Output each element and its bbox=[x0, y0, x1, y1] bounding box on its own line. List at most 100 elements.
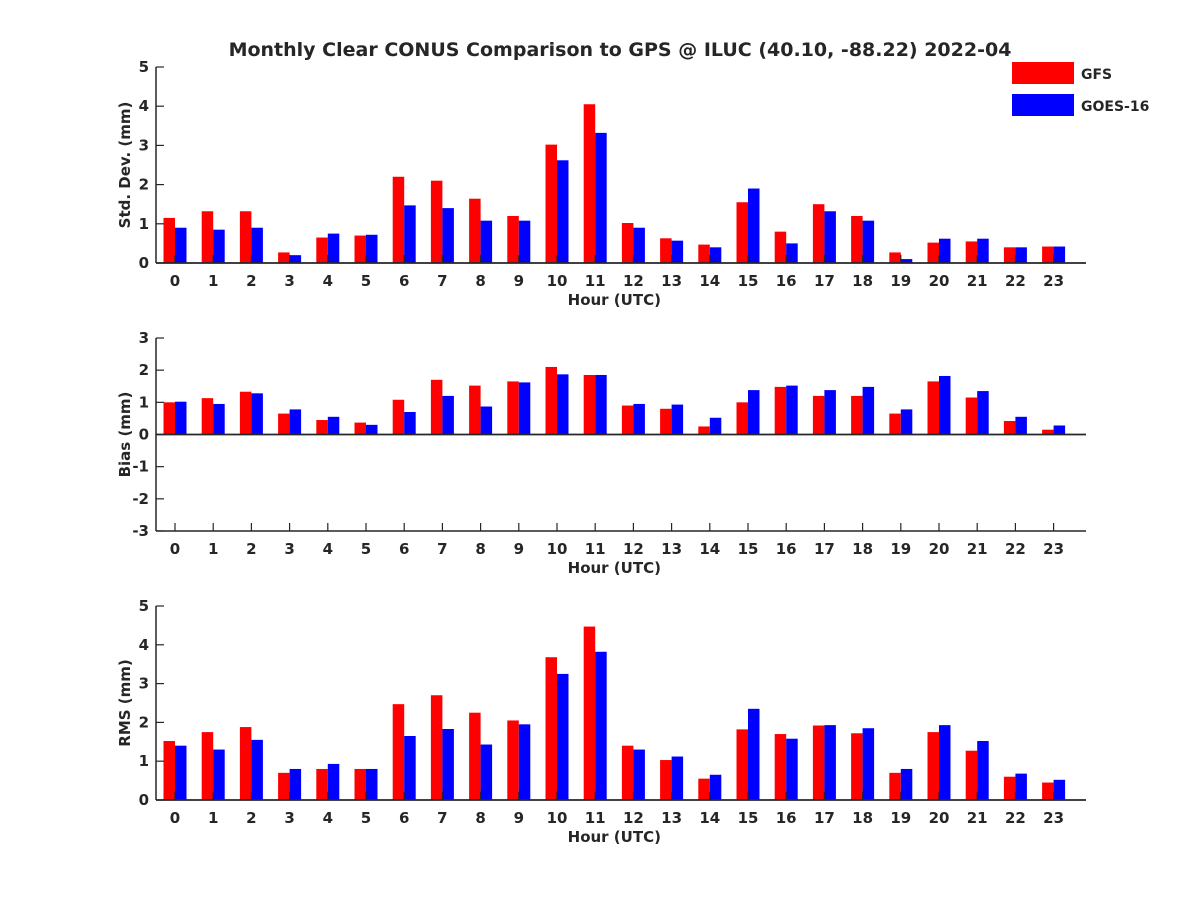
bar-goes16-hour-6 bbox=[404, 411, 416, 435]
bar-gfs-hour-1 bbox=[201, 211, 214, 263]
bar-gfs-hour-0 bbox=[163, 741, 175, 800]
bar-gfs-hour-4 bbox=[316, 237, 328, 263]
x-tick-label: 19 bbox=[890, 540, 911, 558]
bar-goes16-hour-15 bbox=[748, 390, 760, 435]
bar-goes16-hour-2 bbox=[251, 227, 263, 263]
bar-gfs-hour-12 bbox=[621, 223, 634, 263]
bar-gfs-hour-13 bbox=[660, 760, 672, 800]
x-tick-label: 15 bbox=[738, 272, 759, 290]
y-tick-label: 4 bbox=[139, 97, 149, 115]
bar-gfs-hour-3 bbox=[278, 413, 290, 435]
x-tick-label: 20 bbox=[929, 540, 950, 558]
bar-goes16-hour-0 bbox=[175, 227, 187, 263]
x-tick-label: 12 bbox=[623, 540, 644, 558]
bar-goes16-hour-20 bbox=[939, 238, 951, 263]
bar-gfs-hour-3 bbox=[278, 252, 290, 263]
x-tick-label: 13 bbox=[661, 540, 682, 558]
x-tick-label: 6 bbox=[399, 809, 409, 827]
bar-gfs-hour-6 bbox=[392, 704, 405, 800]
bar-goes16-hour-4 bbox=[327, 763, 340, 800]
bar-goes16-hour-8 bbox=[480, 744, 493, 800]
bar-gfs-hour-9 bbox=[507, 215, 519, 263]
bar-gfs-hour-7 bbox=[430, 695, 443, 800]
y-tick-label: 0 bbox=[139, 791, 149, 809]
legend-label-goes16: GOES-16 bbox=[1081, 99, 1149, 115]
bar-goes16-hour-20 bbox=[939, 375, 951, 435]
y-tick-label: 0 bbox=[139, 426, 149, 444]
bar-goes16-hour-19 bbox=[900, 409, 913, 435]
bar-goes16-hour-18 bbox=[862, 220, 875, 263]
x-tick-label: 3 bbox=[284, 809, 294, 827]
y-tick-label: 3 bbox=[139, 329, 149, 347]
bar-goes16-hour-5 bbox=[366, 768, 378, 800]
x-tick-label: 18 bbox=[852, 809, 873, 827]
x-tick-label: 4 bbox=[323, 540, 333, 558]
x-tick-label: 12 bbox=[623, 809, 644, 827]
bar-goes16-hour-9 bbox=[518, 220, 531, 263]
bar-goes16-hour-3 bbox=[289, 768, 302, 800]
bar-goes16-hour-17 bbox=[824, 390, 836, 435]
bar-gfs-hour-16 bbox=[774, 231, 787, 263]
x-tick-label: 16 bbox=[776, 540, 797, 558]
bar-gfs-hour-23 bbox=[1042, 782, 1054, 800]
x-tick-label: 17 bbox=[814, 540, 835, 558]
bar-gfs-hour-2 bbox=[239, 211, 252, 263]
bar-gfs-hour-6 bbox=[392, 176, 405, 263]
bar-gfs-hour-13 bbox=[660, 408, 672, 435]
x-tick-label: 21 bbox=[967, 540, 988, 558]
x-tick-label: 10 bbox=[547, 272, 568, 290]
x-tick-label: 6 bbox=[399, 272, 409, 290]
bar-gfs-hour-1 bbox=[201, 398, 214, 435]
y-tick-label: 5 bbox=[139, 58, 149, 76]
bar-goes16-hour-12 bbox=[633, 749, 645, 800]
bar-gfs-hour-15 bbox=[736, 729, 748, 800]
x-tick-label: 23 bbox=[1043, 540, 1064, 558]
bar-gfs-hour-11 bbox=[583, 374, 596, 435]
x-tick-label: 8 bbox=[475, 540, 485, 558]
bar-gfs-hour-4 bbox=[316, 420, 328, 435]
legend-swatch-gfs bbox=[1012, 62, 1074, 84]
bar-gfs-hour-19 bbox=[889, 252, 901, 263]
bar-goes16-hour-23 bbox=[1053, 425, 1066, 435]
x-tick-label: 23 bbox=[1043, 809, 1064, 827]
bar-goes16-hour-13 bbox=[671, 240, 684, 263]
bar-goes16-hour-11 bbox=[595, 132, 607, 263]
x-tick-label: 14 bbox=[699, 272, 720, 290]
bar-gfs-hour-19 bbox=[889, 413, 901, 435]
bar-goes16-hour-7 bbox=[442, 395, 454, 435]
x-tick-label: 15 bbox=[738, 540, 759, 558]
y-tick-label: 1 bbox=[139, 215, 149, 233]
bar-gfs-hour-10 bbox=[545, 144, 557, 263]
x-tick-label: 20 bbox=[929, 272, 950, 290]
bar-goes16-hour-10 bbox=[557, 160, 569, 263]
bar-gfs-hour-4 bbox=[316, 768, 328, 800]
x-tick-label: 2 bbox=[246, 540, 256, 558]
x-tick-label: 14 bbox=[699, 540, 720, 558]
bar-goes16-hour-5 bbox=[366, 234, 378, 263]
y-tick-label: -3 bbox=[132, 522, 149, 540]
legend-label-gfs: GFS bbox=[1081, 67, 1112, 83]
bar-goes16-hour-5 bbox=[366, 424, 378, 435]
bar-goes16-hour-18 bbox=[862, 728, 875, 800]
bar-goes16-hour-17 bbox=[824, 211, 836, 263]
bar-goes16-hour-2 bbox=[251, 393, 263, 435]
x-tick-label: 1 bbox=[208, 272, 218, 290]
bar-gfs-hour-17 bbox=[812, 725, 825, 800]
bar-goes16-hour-16 bbox=[786, 738, 798, 800]
bar-gfs-hour-8 bbox=[469, 385, 481, 435]
bar-goes16-hour-21 bbox=[977, 741, 989, 800]
x-tick-label: 7 bbox=[437, 540, 447, 558]
y-tick-label: -2 bbox=[132, 490, 149, 508]
bar-goes16-hour-15 bbox=[748, 188, 760, 263]
bar-gfs-hour-23 bbox=[1042, 429, 1054, 435]
x-tick-label: 20 bbox=[929, 809, 950, 827]
bar-goes16-hour-17 bbox=[824, 725, 836, 800]
bar-goes16-hour-11 bbox=[595, 651, 607, 800]
x-tick-label: 11 bbox=[585, 272, 606, 290]
bar-gfs-hour-7 bbox=[430, 379, 443, 435]
bar-goes16-hour-22 bbox=[1015, 773, 1027, 800]
bar-gfs-hour-5 bbox=[354, 235, 366, 263]
y-tick-label: 2 bbox=[139, 713, 149, 731]
